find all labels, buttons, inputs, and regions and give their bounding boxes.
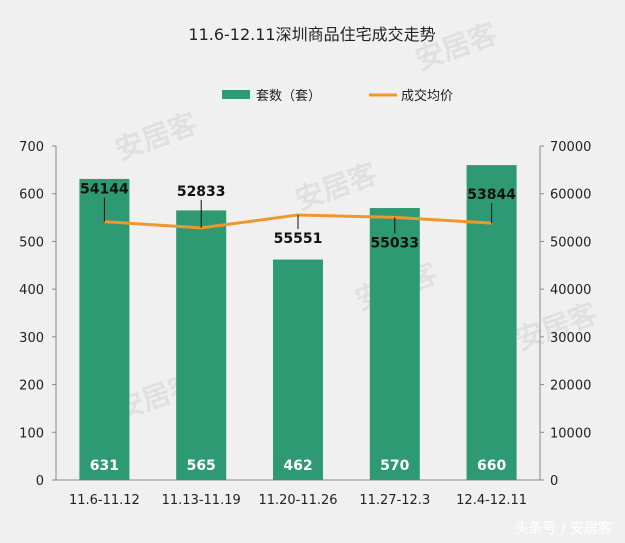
- chart-title: 11.6-12.11深圳商品住宅成交走势: [188, 25, 435, 44]
- legend-swatch-bar: [222, 90, 250, 99]
- bar-value-label: 462: [283, 458, 312, 474]
- x-tick-label: 11.20-11.26: [258, 493, 337, 508]
- bar: [273, 259, 323, 480]
- y-left-tick-label: 700: [19, 140, 44, 155]
- y-left-tick-label: 100: [19, 426, 44, 441]
- legend-label-line: 成交均价: [401, 88, 453, 104]
- y-left-tick-label: 400: [19, 283, 44, 298]
- y-right-tick-label: 30000: [550, 331, 591, 346]
- footer-credit: 头条号 / 安居客: [514, 520, 612, 537]
- y-right-tick-label: 70000: [550, 140, 591, 155]
- y-right-tick-label: 40000: [550, 283, 591, 298]
- bar-value-label: 660: [477, 458, 506, 474]
- y-left-tick-label: 300: [19, 331, 44, 346]
- price-data-label: 53844: [467, 187, 516, 203]
- y-left-tick-label: 600: [19, 188, 44, 203]
- y-right-tick-label: 60000: [550, 188, 591, 203]
- bar: [176, 210, 227, 480]
- bar-value-label: 565: [187, 458, 216, 474]
- y-right-tick-label: 0: [550, 474, 558, 489]
- watermark-text: 安居客: [511, 296, 602, 356]
- bar: [79, 178, 130, 480]
- price-data-label: 52833: [177, 184, 226, 200]
- y-left-tick-label: 0: [36, 474, 44, 489]
- price-data-label: 54144: [80, 182, 129, 198]
- y-right-tick-label: 20000: [550, 379, 591, 394]
- y-left-tick-label: 200: [19, 379, 44, 394]
- bar-value-label: 631: [90, 458, 119, 474]
- x-tick-label: 11.13-11.19: [162, 493, 241, 508]
- bar: [369, 208, 420, 480]
- legend: 套数（套） 成交均价: [222, 88, 453, 104]
- y-left-tick-label: 500: [19, 235, 44, 250]
- plot-area: 0 100 200 300 400 500 600 700 0 10000 20000 30000 40…: [19, 140, 591, 508]
- price-data-label: 55033: [370, 235, 419, 251]
- y-right-tick-label: 50000: [550, 235, 591, 250]
- x-tick-label: 11.6-11.12: [69, 493, 140, 508]
- bar-value-label: 570: [380, 458, 409, 474]
- price-data-label: 55551: [274, 231, 323, 247]
- y-right-tick-label: 10000: [550, 426, 591, 441]
- x-tick-label: 11.27-12.3: [359, 493, 430, 508]
- watermark-text: 安居客: [291, 156, 382, 216]
- legend-label-bar: 套数（套）: [256, 88, 321, 104]
- watermark-text: 安居客: [111, 106, 202, 166]
- x-tick-label: 12.4-12.11: [456, 493, 527, 508]
